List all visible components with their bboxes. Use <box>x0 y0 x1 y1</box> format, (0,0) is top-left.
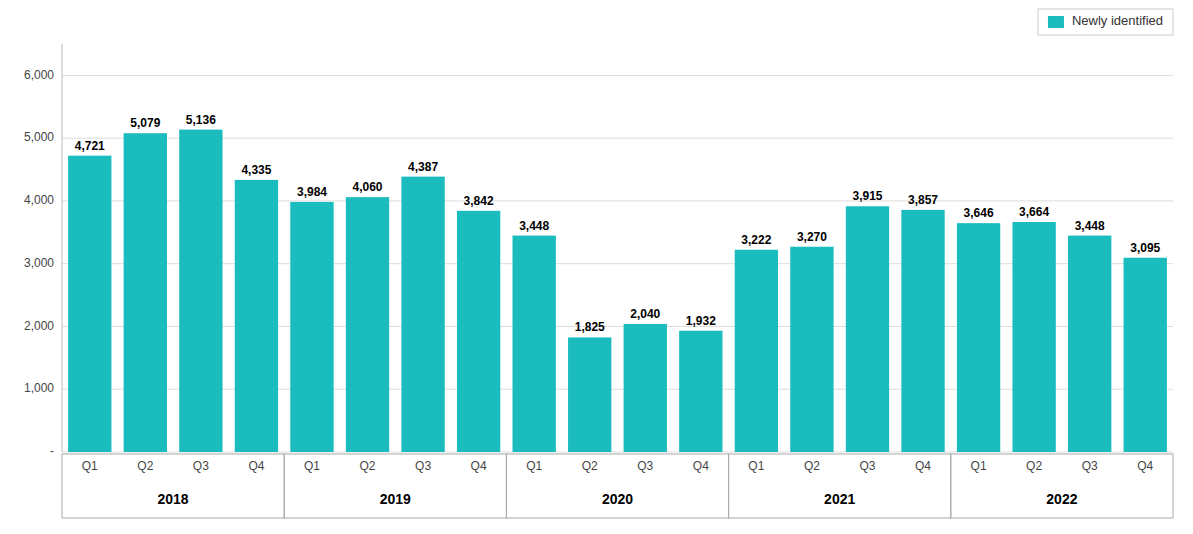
group-label: 2018 <box>158 491 189 507</box>
data-label: 3,448 <box>1075 219 1105 233</box>
bar <box>846 206 889 452</box>
y-tick-label: 6,000 <box>24 68 54 82</box>
data-label: 3,095 <box>1130 241 1160 255</box>
bar <box>179 130 222 452</box>
bar <box>679 331 722 452</box>
data-label: 3,984 <box>297 185 327 199</box>
x-tick-label: Q1 <box>82 459 98 473</box>
bar <box>401 177 444 452</box>
data-label: 4,335 <box>241 163 271 177</box>
x-tick-label: Q1 <box>748 459 764 473</box>
x-tick-label: Q2 <box>360 459 376 473</box>
bar <box>1012 222 1055 452</box>
x-tick-label: Q2 <box>1026 459 1042 473</box>
x-tick-label: Q4 <box>693 459 709 473</box>
bar <box>735 250 778 452</box>
x-tick-label: Q4 <box>1137 459 1153 473</box>
grid-line <box>62 200 1173 201</box>
data-label: 4,721 <box>75 139 105 153</box>
data-label: 1,932 <box>686 314 716 328</box>
chart-container: - 1,000 2,000 3,000 4,000 5,000 6,000 4,721 5,07… <box>0 0 1193 534</box>
data-label: 3,448 <box>519 219 549 233</box>
grid-line <box>62 75 1173 76</box>
y-tick-label: 5,000 <box>24 130 54 144</box>
legend-label: Newly identified <box>1072 13 1163 28</box>
group-label: 2019 <box>380 491 411 507</box>
bar <box>513 236 556 452</box>
bar <box>901 210 944 452</box>
grid-line <box>62 389 1173 390</box>
data-label: 2,040 <box>630 307 660 321</box>
y-tick-label: 4,000 <box>24 193 54 207</box>
grid-line <box>62 452 1173 453</box>
bar <box>1068 236 1111 452</box>
legend-frame <box>1038 9 1173 35</box>
data-label: 4,387 <box>408 160 438 174</box>
bar <box>568 337 611 452</box>
legend-swatch <box>1048 16 1064 28</box>
data-label: 3,915 <box>852 189 882 203</box>
data-label: 4,060 <box>353 180 383 194</box>
group-box <box>729 454 951 518</box>
x-tick-label: Q2 <box>582 459 598 473</box>
x-tick-label: Q4 <box>915 459 931 473</box>
x-tick-label: Q2 <box>804 459 820 473</box>
group-box <box>62 454 284 518</box>
bar <box>124 133 167 452</box>
bar <box>790 247 833 452</box>
x-tick-label: Q3 <box>859 459 875 473</box>
data-label: 5,136 <box>186 113 216 127</box>
x-tick-label: Q4 <box>471 459 487 473</box>
bar <box>1124 258 1167 452</box>
y-tick-label: 1,000 <box>24 381 54 395</box>
bar <box>957 223 1000 452</box>
x-tick-label: Q1 <box>304 459 320 473</box>
x-tick-label: Q3 <box>637 459 653 473</box>
data-label: 3,646 <box>964 206 994 220</box>
grid-line <box>62 263 1173 264</box>
bar <box>624 324 667 452</box>
chart: - 1,000 2,000 3,000 4,000 5,000 6,000 4,721 5,07… <box>0 0 1193 534</box>
data-label: 3,664 <box>1019 205 1049 219</box>
y-axis-line <box>62 44 63 452</box>
x-tick-label: Q3 <box>1082 459 1098 473</box>
grid-line <box>62 138 1173 139</box>
x-tick-label: Q4 <box>248 459 264 473</box>
bars <box>68 130 1167 452</box>
bar <box>290 202 333 452</box>
group-box <box>951 454 1173 518</box>
y-tick-label: 3,000 <box>24 256 54 270</box>
data-label: 3,842 <box>464 194 494 208</box>
data-label: 5,079 <box>130 116 160 130</box>
bar <box>68 156 111 452</box>
data-label: 3,857 <box>908 193 938 207</box>
x-tick-label: Q3 <box>193 459 209 473</box>
x-tick-label: Q1 <box>526 459 542 473</box>
data-label: 1,825 <box>575 320 605 334</box>
grid-line <box>62 326 1173 327</box>
y-tick-label: 2,000 <box>24 319 54 333</box>
x-tick-label: Q2 <box>137 459 153 473</box>
data-label: 3,222 <box>741 233 771 247</box>
x-tick-label: Q3 <box>415 459 431 473</box>
group-box <box>284 454 506 518</box>
group-label: 2022 <box>1046 491 1077 507</box>
bar <box>346 197 389 452</box>
group-label: 2021 <box>824 491 855 507</box>
data-label: 3,270 <box>797 230 827 244</box>
group-label: 2020 <box>602 491 633 507</box>
grid <box>62 75 1173 452</box>
legend: Newly identified <box>1038 9 1173 35</box>
bar <box>457 211 500 452</box>
group-box <box>506 454 728 518</box>
bar <box>235 180 278 452</box>
x-tick-label: Q1 <box>971 459 987 473</box>
y-tick-label: - <box>50 444 54 458</box>
